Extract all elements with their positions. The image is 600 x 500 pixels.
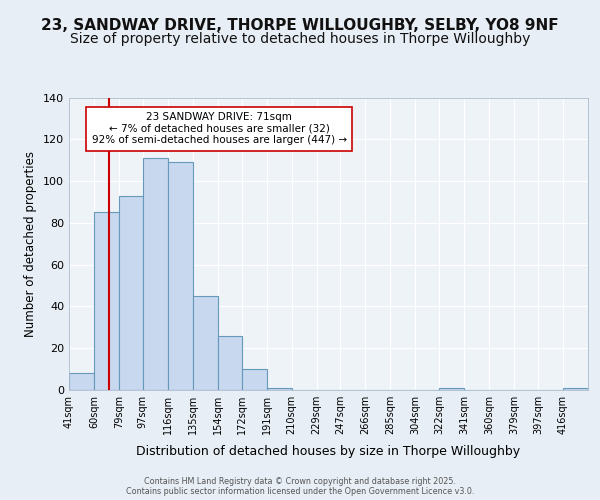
Text: Size of property relative to detached houses in Thorpe Willoughby: Size of property relative to detached ho… bbox=[70, 32, 530, 46]
Text: Contains HM Land Registry data © Crown copyright and database right 2025.: Contains HM Land Registry data © Crown c… bbox=[144, 476, 456, 486]
Bar bbox=[266, 388, 292, 390]
Bar bbox=[168, 162, 193, 390]
Text: 23 SANDWAY DRIVE: 71sqm
← 7% of detached houses are smaller (32)
92% of semi-det: 23 SANDWAY DRIVE: 71sqm ← 7% of detached… bbox=[92, 112, 347, 146]
Bar bbox=[242, 369, 266, 390]
Text: Contains public sector information licensed under the Open Government Licence v3: Contains public sector information licen… bbox=[126, 486, 474, 496]
Bar bbox=[193, 296, 218, 390]
Bar bbox=[119, 196, 143, 390]
Bar bbox=[94, 212, 119, 390]
Bar bbox=[143, 158, 168, 390]
Bar bbox=[439, 388, 464, 390]
Bar bbox=[563, 388, 588, 390]
Bar bbox=[218, 336, 242, 390]
Text: 23, SANDWAY DRIVE, THORPE WILLOUGHBY, SELBY, YO8 9NF: 23, SANDWAY DRIVE, THORPE WILLOUGHBY, SE… bbox=[41, 18, 559, 32]
Bar bbox=[69, 374, 94, 390]
X-axis label: Distribution of detached houses by size in Thorpe Willoughby: Distribution of detached houses by size … bbox=[136, 446, 521, 458]
Y-axis label: Number of detached properties: Number of detached properties bbox=[25, 151, 37, 337]
